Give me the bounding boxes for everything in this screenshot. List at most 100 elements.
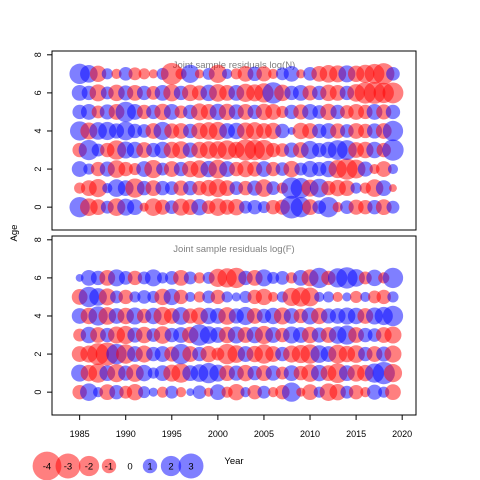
panel-title: Joint sample residuals log(N) (173, 60, 296, 71)
bubble (247, 384, 262, 400)
bubble (185, 291, 196, 303)
y-tick-label: 8 (33, 237, 43, 242)
bubble (332, 291, 343, 303)
bubble (144, 269, 162, 287)
y-axis: 0 2 4 6 8 (33, 52, 52, 210)
x-axis: 1985 1990 1995 2000 2005 2010 2015 2020 (70, 415, 412, 439)
bubble (342, 292, 352, 302)
legend-bubble (32, 451, 62, 480)
legend-label: -3 (64, 462, 72, 473)
bubble (283, 65, 300, 82)
x-axis-label: Year (224, 456, 243, 467)
y-tick-label: 2 (33, 167, 43, 172)
bubble (89, 65, 107, 83)
x-tick-label: 1985 (70, 429, 90, 439)
bubble (384, 345, 402, 363)
bubble (80, 383, 98, 401)
bubble (257, 385, 271, 399)
bubble (127, 199, 143, 216)
bubble (118, 67, 133, 81)
legend-label: -1 (105, 462, 113, 473)
bubble (210, 289, 226, 305)
bubble (157, 272, 169, 284)
legend-bubble (142, 458, 158, 474)
bubble (222, 68, 233, 79)
bubble (375, 199, 392, 216)
y-tick-label: 8 (33, 52, 43, 57)
bubble (137, 290, 151, 304)
bubble (255, 288, 273, 306)
y-tick-label: 0 (33, 205, 43, 210)
bubble (347, 269, 365, 287)
bubble (89, 84, 107, 102)
bubble (350, 290, 363, 303)
bubble (385, 384, 401, 401)
bubble (118, 161, 133, 177)
y-axis-label: Age (9, 225, 20, 242)
y-tick-label: 2 (33, 352, 43, 357)
bubble (181, 64, 200, 83)
bubble (357, 161, 373, 177)
bubble (192, 385, 207, 399)
legend-bubble (78, 455, 100, 477)
legend-bubble (101, 458, 117, 474)
bubble (78, 139, 100, 161)
panel-title: Joint sample residuals log(F) (173, 244, 294, 255)
bubble (98, 288, 116, 306)
bubble (127, 270, 143, 286)
bubble (118, 289, 133, 305)
y-tick-label: 6 (33, 275, 43, 280)
bubble (138, 386, 151, 399)
bubble (389, 184, 397, 193)
bubble (193, 272, 206, 284)
bubble (375, 180, 392, 196)
bubble (228, 383, 245, 401)
bubble (265, 104, 282, 120)
legend-label: -2 (85, 462, 93, 473)
y-tick-label: 0 (33, 390, 43, 395)
bubbles (69, 62, 404, 219)
legend-label: -4 (43, 462, 51, 473)
bubble (128, 67, 142, 81)
bubble (71, 161, 88, 177)
bubble (275, 123, 290, 139)
panel-frame (51, 235, 417, 416)
bubble (101, 68, 113, 80)
bubble (231, 292, 241, 302)
bubble (255, 269, 273, 287)
legend-bubble (55, 453, 81, 479)
legend-label: 1 (147, 462, 152, 473)
bubble (80, 104, 97, 120)
bubble (228, 198, 245, 216)
bubble (281, 382, 302, 402)
legend-label: 3 (188, 462, 193, 473)
bubble (384, 326, 402, 344)
bubble (186, 388, 195, 397)
legend-bubble (178, 453, 204, 479)
bubble (383, 364, 403, 383)
bubble (314, 291, 325, 303)
bubble (265, 365, 281, 381)
bubble (387, 291, 399, 303)
y-tick-label: 4 (33, 313, 43, 318)
y-tick-label: 4 (33, 128, 43, 133)
bubble (329, 383, 346, 401)
bubbles (71, 267, 404, 402)
bubble (175, 387, 187, 398)
x-tick-label: 2020 (392, 429, 412, 439)
bubble (148, 69, 158, 79)
bubble (366, 269, 383, 287)
bubble (173, 289, 189, 305)
bubble (90, 199, 106, 216)
bubble (382, 305, 404, 327)
bubble (194, 69, 204, 79)
bubble (322, 291, 335, 303)
bubble (339, 180, 355, 196)
bubble (173, 270, 189, 286)
y-tick-label: 6 (33, 90, 43, 95)
bubble (126, 383, 144, 401)
bubble (387, 163, 399, 175)
bubble (386, 200, 400, 214)
bubble (209, 384, 226, 401)
